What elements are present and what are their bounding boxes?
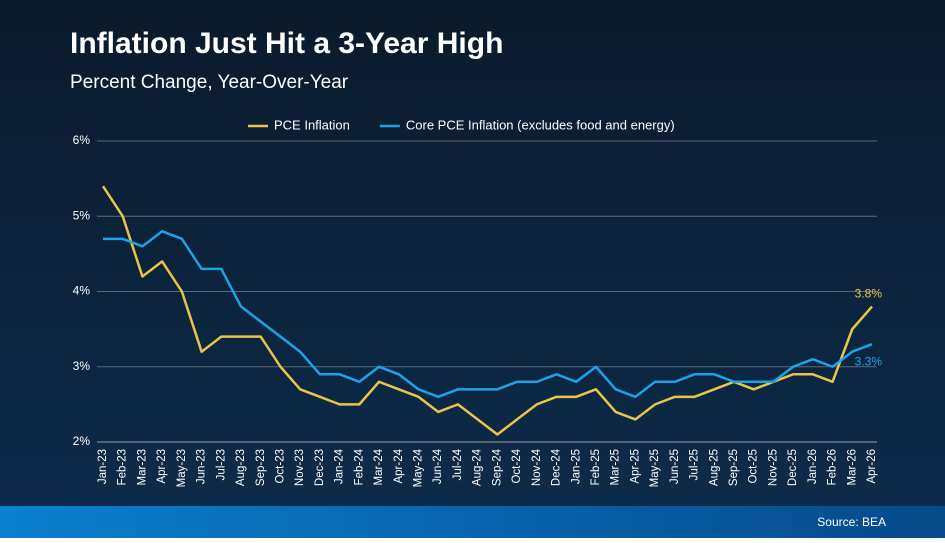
x-tick-label: Feb-25 bbox=[590, 449, 602, 485]
x-tick-label: Jun-23 bbox=[196, 449, 208, 484]
legend-label: Core PCE Inflation (excludes food and en… bbox=[406, 117, 675, 132]
x-tick-label: Oct-23 bbox=[274, 449, 286, 484]
x-tick-label: May-24 bbox=[413, 448, 425, 487]
x-tick-label: Dec-23 bbox=[314, 449, 326, 486]
x-tick-label: Mar-26 bbox=[846, 449, 858, 485]
x-tick-label: May-23 bbox=[176, 449, 188, 487]
footer-bar bbox=[0, 506, 945, 538]
x-tick-label: Aug-23 bbox=[235, 449, 247, 486]
x-tick-label: Nov-25 bbox=[767, 449, 779, 486]
x-tick-label: Oct-24 bbox=[511, 448, 523, 483]
x-tick-label: Nov-24 bbox=[531, 448, 543, 486]
x-tick-label: Apr-24 bbox=[393, 448, 405, 483]
x-tick-label: Feb-24 bbox=[353, 448, 365, 485]
y-tick-label: 4% bbox=[73, 284, 91, 298]
x-tick-label: Sep-24 bbox=[491, 448, 503, 486]
x-tick-label: Mar-24 bbox=[373, 448, 385, 485]
x-tick-label: Dec-24 bbox=[551, 448, 563, 486]
x-tick-label: Jul-25 bbox=[689, 449, 701, 480]
y-tick-label: 5% bbox=[73, 208, 91, 222]
legend-label: PCE Inflation bbox=[274, 117, 350, 132]
chart-subtitle: Percent Change, Year-Over-Year bbox=[70, 72, 349, 93]
data-label: 3.8% bbox=[855, 287, 883, 301]
source: Source: BEA bbox=[817, 515, 886, 529]
chart-title: Inflation Just Hit a 3-Year High bbox=[70, 27, 503, 60]
x-tick-label: May-25 bbox=[649, 449, 661, 487]
x-tick-label: Mar-25 bbox=[610, 449, 622, 485]
x-tick-label: Oct-25 bbox=[748, 449, 760, 484]
x-tick-label: Aug-25 bbox=[708, 449, 720, 486]
x-tick-label: Nov-23 bbox=[294, 449, 306, 486]
y-tick-label: 3% bbox=[73, 359, 91, 373]
y-tick-label: 6% bbox=[73, 133, 91, 147]
x-tick-label: Apr-26 bbox=[866, 449, 878, 484]
x-tick-label: Aug-24 bbox=[472, 448, 484, 486]
x-tick-label: Jun-25 bbox=[669, 449, 681, 484]
x-tick-label: Mar-23 bbox=[136, 449, 148, 485]
data-label: 3.3% bbox=[855, 354, 883, 368]
x-tick-label: Apr-23 bbox=[156, 449, 168, 484]
x-tick-label: Feb-26 bbox=[827, 449, 839, 485]
x-tick-label: Jan-24 bbox=[334, 448, 346, 484]
x-tick-label: Jun-24 bbox=[432, 448, 444, 484]
x-tick-label: Sep-25 bbox=[728, 449, 740, 486]
x-tick-label: Jan-25 bbox=[570, 449, 582, 484]
y-tick-label: 2% bbox=[73, 434, 91, 448]
x-tick-label: Jul-24 bbox=[452, 448, 464, 480]
x-tick-label: Sep-23 bbox=[255, 449, 267, 486]
x-tick-label: Jan-23 bbox=[97, 449, 109, 484]
x-tick-label: Dec-25 bbox=[787, 449, 799, 486]
x-tick-label: Feb-23 bbox=[117, 449, 129, 485]
series-line bbox=[103, 230, 873, 399]
x-tick-label: Apr-25 bbox=[629, 449, 641, 484]
series-line bbox=[101, 185, 873, 436]
x-tick-label: Jan-26 bbox=[807, 449, 819, 484]
x-tick-label: Jul-23 bbox=[215, 449, 227, 480]
